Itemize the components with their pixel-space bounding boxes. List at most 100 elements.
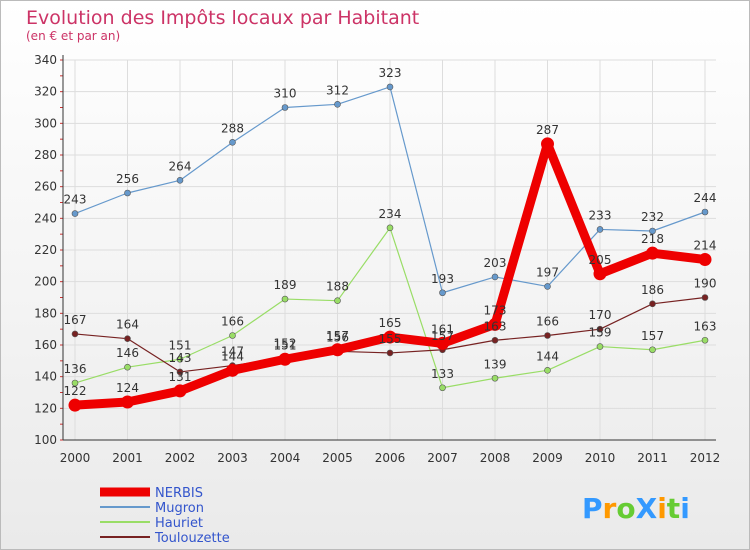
- data-label: 136: [64, 362, 87, 376]
- x-tick-label: 2003: [217, 451, 248, 465]
- x-tick-label: 2011: [637, 451, 668, 465]
- data-point-mugron: [176, 177, 184, 184]
- data-label: 122: [64, 384, 87, 398]
- y-tick-label: 180: [34, 306, 57, 320]
- logo-letter: o: [616, 492, 635, 525]
- data-label: 288: [221, 121, 244, 135]
- data-point-mugron: [334, 101, 341, 108]
- data-point-mugron: [649, 227, 656, 235]
- data-label: 197: [536, 265, 559, 279]
- x-tick-label: 2012: [690, 451, 721, 465]
- data-label: 173: [484, 303, 507, 317]
- data-point-nerbis: [331, 343, 344, 357]
- data-label: 166: [221, 315, 244, 329]
- data-label: 189: [274, 278, 297, 292]
- data-point-hauriet: [544, 367, 551, 374]
- data-label: 157: [326, 329, 349, 343]
- x-tick-label: 2001: [112, 451, 143, 465]
- data-label: 205: [589, 253, 612, 267]
- data-point-nerbis: [383, 330, 397, 344]
- data-label: 214: [694, 239, 717, 253]
- data-label: 151: [169, 338, 192, 352]
- data-point-mugron: [439, 289, 446, 297]
- data-label: 164: [116, 318, 139, 332]
- legend-label-hauriet: Hauriet: [155, 516, 203, 531]
- x-tick-label: 2000: [60, 451, 91, 465]
- data-point-toulouzette: [71, 330, 79, 338]
- data-label: 166: [536, 315, 559, 329]
- data-point-mugron: [544, 283, 551, 290]
- data-label: 147: [221, 345, 244, 359]
- logo-letter: X: [636, 492, 658, 525]
- data-label: 157: [431, 329, 454, 343]
- data-point-toulouzette: [544, 332, 551, 339]
- x-tick-label: 2007: [427, 451, 458, 465]
- data-label: 131: [169, 370, 192, 384]
- y-tick-label: 220: [34, 243, 57, 257]
- data-point-nerbis: [593, 267, 607, 281]
- data-label: 256: [116, 172, 139, 186]
- data-label: 133: [431, 367, 454, 381]
- data-label: 188: [326, 280, 349, 294]
- data-label: 139: [484, 357, 507, 371]
- logo-letter: P: [582, 492, 603, 525]
- x-tick-label: 2006: [375, 451, 406, 465]
- data-point-hauriet: [649, 346, 656, 354]
- y-tick-label: 300: [34, 116, 57, 130]
- data-label: 144: [221, 349, 244, 363]
- data-point-toulouzette: [649, 300, 656, 308]
- data-label: 232: [641, 210, 664, 224]
- data-point-nerbis: [68, 398, 82, 412]
- data-point-mugron: [124, 189, 131, 197]
- data-point-mugron: [596, 226, 604, 233]
- data-point-hauriet: [386, 224, 394, 232]
- data-label: 163: [484, 319, 507, 333]
- data-label: 155: [379, 332, 402, 346]
- data-label: 146: [116, 346, 139, 360]
- data-point-nerbis: [278, 352, 292, 366]
- y-tick-label: 140: [34, 370, 57, 384]
- data-label: 190: [694, 277, 717, 291]
- data-point-mugron: [701, 208, 709, 216]
- data-point-toulouzette: [386, 349, 394, 357]
- legend-label-mugron: Mugron: [155, 501, 204, 516]
- data-point-hauriet: [229, 332, 236, 339]
- logo-letter: i: [657, 492, 667, 525]
- data-point-toulouzette: [701, 294, 709, 301]
- data-point-hauriet: [281, 295, 289, 303]
- y-tick-label: 160: [34, 338, 57, 352]
- data-label: 170: [589, 308, 612, 322]
- data-label: 244: [694, 191, 717, 205]
- logo-letter: i: [680, 492, 690, 525]
- y-tick-label: 120: [34, 401, 57, 415]
- x-tick-label: 2004: [270, 451, 301, 465]
- data-label: 144: [536, 349, 559, 363]
- data-label: 161: [431, 322, 454, 336]
- data-point-toulouzette: [176, 368, 184, 376]
- legend-label-toulouzette: Toulouzette: [154, 531, 230, 546]
- x-tick-label: 2009: [532, 451, 563, 465]
- data-label: 264: [169, 159, 192, 173]
- data-point-nerbis: [646, 246, 659, 260]
- x-tick-label: 2002: [165, 451, 196, 465]
- data-point-nerbis: [698, 253, 712, 266]
- data-point-nerbis: [541, 137, 554, 151]
- y-tick-label: 280: [34, 148, 57, 162]
- data-point-nerbis: [121, 395, 134, 409]
- data-label: 310: [274, 87, 297, 101]
- x-tick-label: 2008: [480, 451, 511, 465]
- data-label: 203: [484, 256, 507, 270]
- data-point-hauriet: [491, 374, 499, 382]
- chart-subtitle: (en € et par an): [26, 29, 120, 43]
- x-tick-label: 2005: [322, 451, 353, 465]
- data-label: 151: [274, 338, 297, 352]
- y-tick-label: 240: [34, 211, 57, 225]
- data-point-nerbis: [173, 384, 187, 398]
- data-point-mugron: [71, 210, 79, 217]
- data-point-mugron: [491, 273, 499, 281]
- data-label: 156: [326, 330, 349, 344]
- data-point-toulouzette: [596, 325, 604, 333]
- data-point-mugron: [229, 139, 236, 146]
